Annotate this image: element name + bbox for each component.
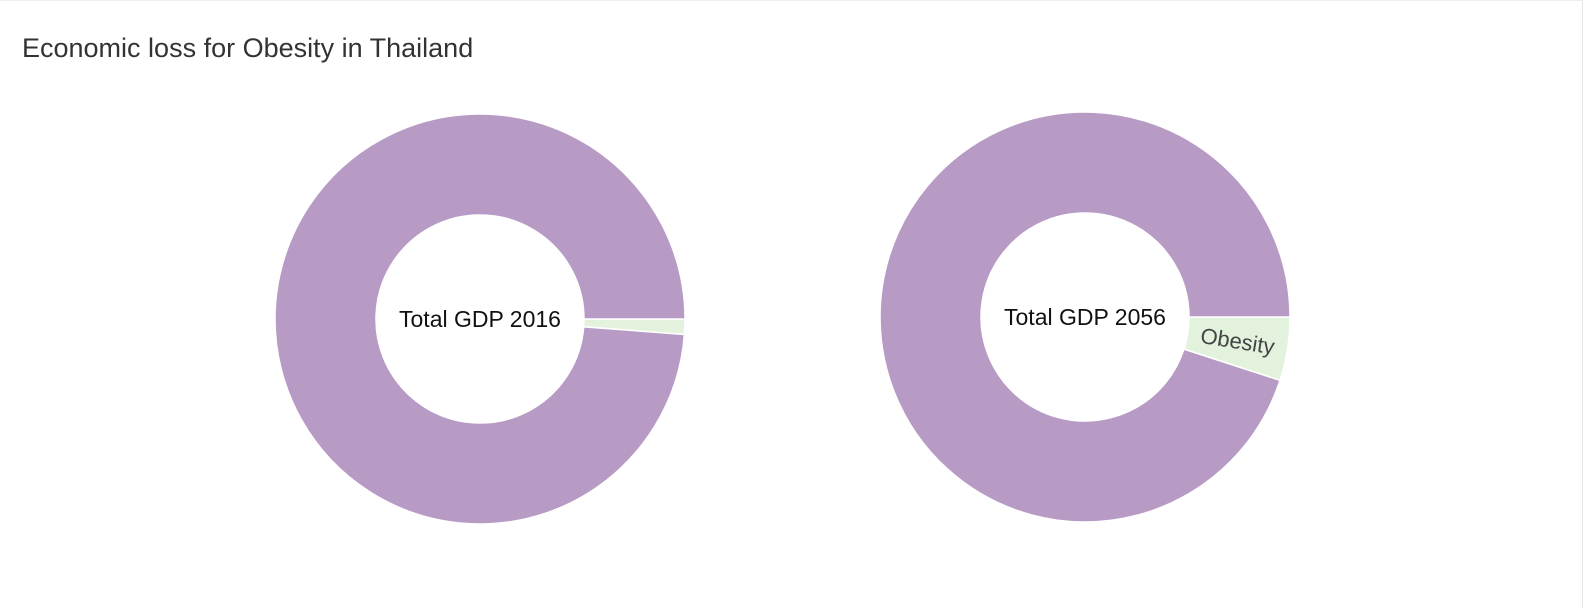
slice-total-gdp[interactable] — [274, 113, 686, 525]
donut-center-label: Total GDP 2056 — [1004, 304, 1166, 330]
slice-total-gdp[interactable] — [879, 111, 1291, 523]
donut-chart-2016: Total GDP 2016 — [274, 113, 686, 525]
donut-center-label: Total GDP 2016 — [399, 306, 561, 332]
chart-title: Economic loss for Obesity in Thailand — [22, 33, 474, 63]
